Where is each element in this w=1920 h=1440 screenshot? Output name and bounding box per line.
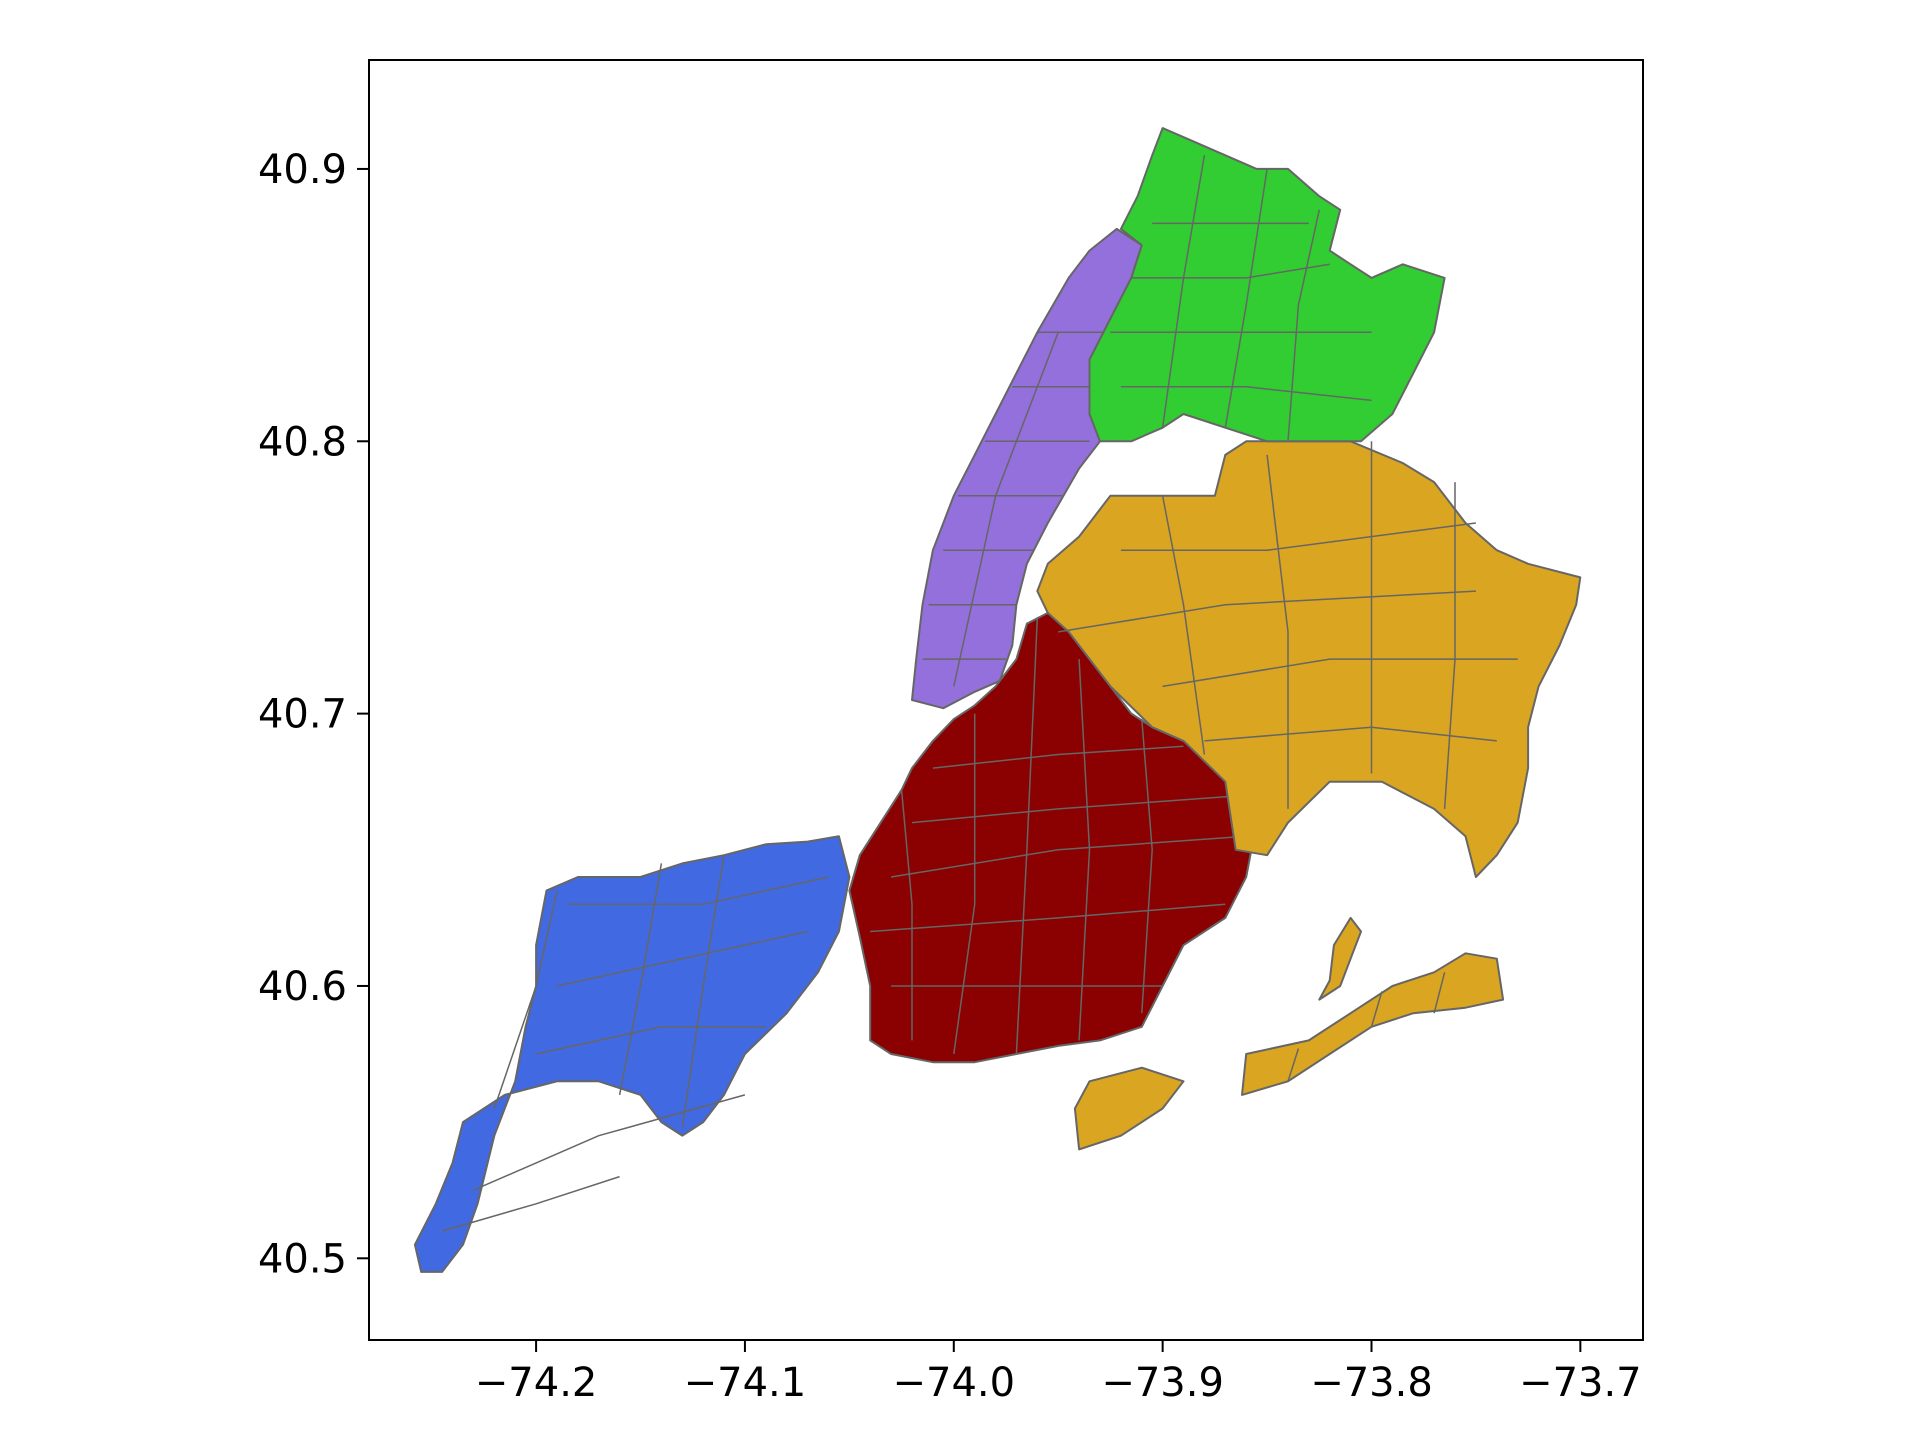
region-rockaway: [1241, 952, 1505, 1096]
tract-boundary: [911, 794, 1247, 824]
tract-boundary: [1015, 618, 1039, 1055]
plot-frame: [368, 59, 1644, 1341]
x-tick-label: −73.9: [1101, 1360, 1224, 1406]
x-tick-label: −74.2: [475, 1360, 598, 1406]
tract-boundary: [1266, 454, 1289, 809]
tract-boundary: [1161, 155, 1206, 428]
region-brooklyn: [848, 611, 1258, 1064]
x-tick-label: −73.7: [1519, 1360, 1642, 1406]
y-tick-label: 40.9: [258, 147, 347, 193]
tract-boundary: [953, 332, 1059, 687]
tract-boundary: [953, 713, 976, 1055]
region-outline-broad-channel: [1318, 916, 1362, 1001]
x-tick-label: −73.8: [1310, 1360, 1433, 1406]
tract-boundary: [870, 903, 1226, 933]
region-bronx: [1088, 127, 1446, 443]
tract-boundary: [1131, 263, 1330, 279]
tract-boundary: [567, 876, 829, 906]
tract-boundary: [1287, 1048, 1300, 1082]
borough-regions: [413, 127, 1582, 1273]
tract-boundary: [535, 1026, 766, 1055]
y-tick-label: 40.6: [258, 964, 347, 1010]
tract-boundary: [1058, 590, 1476, 633]
tract-boundary: [1120, 386, 1372, 402]
tract-boundary: [1370, 991, 1383, 1028]
tract-boundary: [1078, 659, 1091, 1041]
tract-boundary: [1287, 209, 1321, 442]
region-outline-breezy-point: [1073, 1066, 1185, 1151]
x-tick-label: −74.1: [684, 1360, 807, 1406]
region-queens: [1036, 440, 1582, 878]
y-tick-label: 40.7: [258, 692, 347, 738]
y-axis-ticks: 40.5 40.6 40.7 40.8 40.9: [258, 147, 369, 1282]
region-outline-bronx: [1088, 127, 1446, 443]
region-outline-brooklyn: [848, 611, 1258, 1064]
tract-boundary: [441, 1175, 620, 1232]
tract-boundary: [1433, 972, 1446, 1014]
tract-boundary: [473, 1094, 746, 1191]
tract-boundary: [1141, 719, 1153, 1014]
tract-boundary: [1161, 495, 1206, 755]
tract-boundary: [493, 890, 558, 1109]
tract-boundary: [681, 855, 725, 1128]
region-breezy-point: [1073, 1066, 1185, 1151]
tract-boundary: [1443, 482, 1456, 809]
region-outline-staten-island: [413, 835, 851, 1273]
tract-boundary: [1224, 168, 1268, 428]
region-broad-channel: [1318, 916, 1362, 1001]
tract-boundary: [1120, 522, 1476, 551]
x-axis-ticks: −74.2 −74.1 −74.0 −73.9 −73.8 −73.7: [475, 1340, 1642, 1406]
region-staten-island: [413, 835, 851, 1273]
y-tick-label: 40.8: [258, 419, 347, 465]
tract-boundary: [890, 835, 1247, 878]
x-tick-label: −74.0: [892, 1360, 1015, 1406]
tract-boundary: [556, 930, 808, 987]
tract-boundary: [900, 789, 913, 1041]
y-tick-label: 40.5: [258, 1236, 347, 1282]
